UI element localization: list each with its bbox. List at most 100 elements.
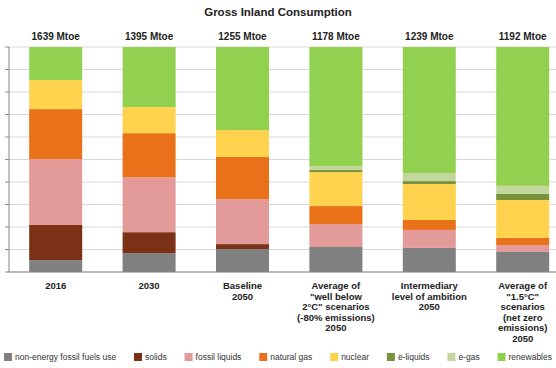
- total-label: 1178 Mtoe: [312, 31, 360, 42]
- bar-segment: [496, 186, 549, 194]
- category-label-line: emissions): [498, 322, 548, 333]
- grid-line: [9, 114, 556, 115]
- category-label: 2016: [45, 280, 66, 291]
- tick-mark: [5, 69, 9, 70]
- bar-segment: [123, 177, 176, 232]
- legend-label: e-gas: [458, 352, 479, 362]
- legend-swatch: [387, 353, 395, 361]
- bar-segment: [123, 107, 176, 133]
- bar-segment: [29, 80, 82, 109]
- total-label: 1239 Mtoe: [405, 31, 454, 42]
- legend: non-energy fossil fuels use solids fossil …: [4, 352, 552, 362]
- bar-segment: [496, 194, 549, 200]
- category-label-line: 2030: [139, 280, 160, 291]
- grid-line: [9, 47, 556, 48]
- bar-segment: [309, 170, 362, 172]
- bar-segment: [216, 130, 269, 157]
- bar-segment: [123, 232, 176, 253]
- bar-segment: [403, 220, 456, 230]
- tick-mark: [5, 137, 9, 138]
- bar-segment: [216, 199, 269, 244]
- bar-segment: [29, 159, 82, 225]
- bar-segment: [216, 47, 269, 130]
- bar-segment: [496, 245, 549, 252]
- bar-segment: [403, 181, 456, 184]
- bar-segment: [29, 225, 82, 260]
- category-label-line: (-80% emissions): [297, 312, 375, 323]
- legend-swatch: [259, 353, 267, 361]
- category-label-line: 2016: [45, 280, 66, 291]
- grid-line: [9, 92, 556, 93]
- grid-line: [9, 249, 556, 250]
- tick-mark: [5, 227, 9, 228]
- grid: [5, 47, 556, 272]
- category-label: Average of"well below2°C" scenarios(-80%…: [297, 280, 375, 333]
- legend-item: e-liquids: [387, 352, 430, 362]
- bars: [29, 47, 549, 272]
- legend-label: solids: [145, 352, 167, 362]
- category-label-line: 2050: [232, 291, 253, 302]
- bar-segment: [309, 247, 362, 272]
- tick-mark: [5, 182, 9, 183]
- legend-item: nuclear: [330, 352, 369, 362]
- bar-segment: [309, 206, 362, 224]
- category-label-line: Baseline: [223, 280, 262, 291]
- legend-label: e-liquids: [398, 352, 430, 362]
- category-label-line: "well below: [310, 291, 363, 302]
- category-label-line: 2050: [419, 301, 440, 312]
- legend-item: e-gas: [447, 352, 479, 362]
- legend-label: fossil liquids: [196, 352, 242, 362]
- bar-segment: [29, 109, 82, 159]
- category-label-line: (net zero: [503, 312, 543, 323]
- tick-mark: [5, 249, 9, 250]
- bar-segment: [309, 47, 362, 166]
- grid-line: [9, 159, 556, 160]
- bar-segment: [29, 260, 82, 272]
- bar-segment: [496, 252, 549, 272]
- bar-segment: [403, 184, 456, 220]
- legend-label: nuclear: [341, 352, 369, 362]
- bar-segment: [309, 224, 362, 247]
- legend-label: natural gas: [270, 352, 312, 362]
- bar-segment: [403, 248, 456, 272]
- tick-mark: [5, 92, 9, 93]
- category-label: Intermediarylevel of ambition2050: [392, 280, 467, 312]
- bar-segment: [123, 47, 176, 107]
- tick-mark: [5, 204, 9, 205]
- category-label: Average of"1.5°C"scenarios(net zeroemiss…: [498, 280, 548, 344]
- total-label: 1395 Mtoe: [125, 31, 174, 42]
- category-label: 2030: [139, 280, 160, 291]
- legend-swatch: [134, 353, 142, 361]
- legend-swatch: [447, 353, 455, 361]
- bar-segment: [309, 172, 362, 206]
- bar-segment: [123, 253, 176, 272]
- tick-mark: [5, 272, 9, 273]
- category-label-line: Average of: [498, 280, 548, 291]
- bar-segment: [216, 249, 269, 272]
- category-label-line: Average of: [312, 280, 362, 291]
- title: Gross Inland Consumption: [204, 6, 352, 18]
- bar-segment: [216, 157, 269, 199]
- category-label-line: 2050: [512, 333, 533, 344]
- legend-item: non-energy fossil fuels use: [4, 352, 116, 362]
- total-label: 1639 Mtoe: [32, 31, 81, 42]
- y-axis-line: [9, 47, 10, 272]
- legend-item: natural gas: [259, 352, 312, 362]
- grid-line: [9, 204, 556, 205]
- x-axis-line: [9, 272, 556, 273]
- grid-line: [9, 227, 556, 228]
- bar-segment: [403, 230, 456, 248]
- legend-swatch: [4, 353, 12, 361]
- category-label-line: scenarios: [501, 301, 545, 312]
- legend-swatch: [330, 353, 338, 361]
- bar-segment: [309, 166, 362, 170]
- bar-segment: [403, 173, 456, 181]
- legend-label: renewables: [509, 352, 552, 362]
- grid-line: [9, 137, 556, 138]
- bar-segment: [496, 238, 549, 245]
- category-label-line: 2050: [325, 322, 346, 333]
- bar-segment: [123, 133, 176, 177]
- grid-line: [9, 272, 556, 273]
- bar-segment: [216, 244, 269, 249]
- legend-item: solids: [134, 352, 167, 362]
